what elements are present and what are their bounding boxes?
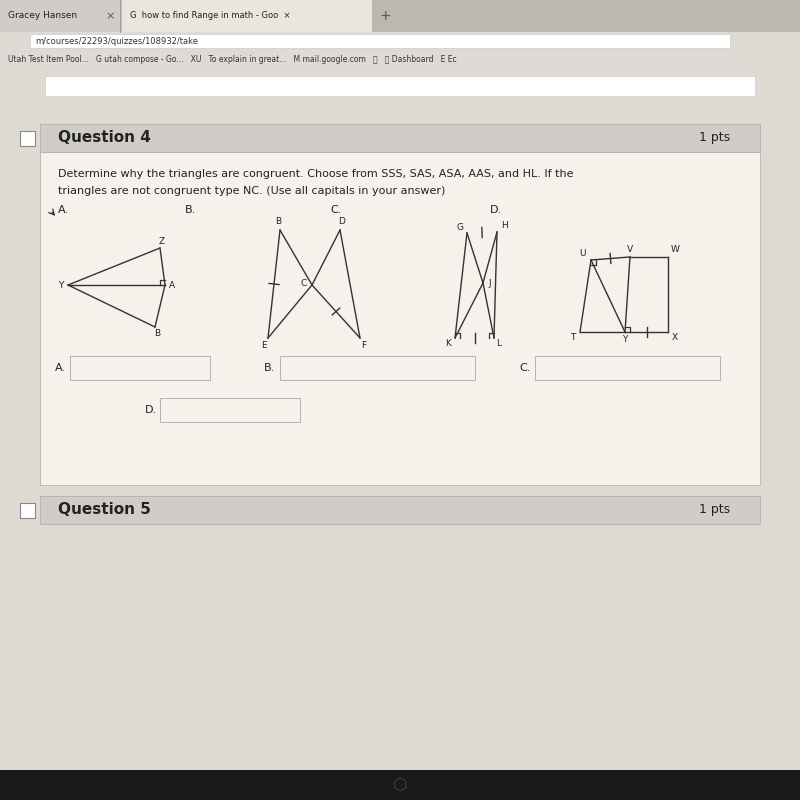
Text: C: C [301,278,307,287]
Text: C.: C. [519,363,530,373]
Text: A.: A. [58,205,69,215]
Bar [160,398,300,422]
Text: J: J [489,278,491,287]
Text: T: T [570,334,576,342]
Text: X: X [672,334,678,342]
Text: E: E [261,342,267,350]
Text: B: B [154,330,160,338]
Text: Question 4: Question 4 [58,130,151,146]
Bar [0,50,800,68]
Bar [0,32,800,50]
Bar [20,131,35,146]
Bar [40,124,760,152]
Text: A.: A. [55,363,66,373]
Text: K: K [445,339,451,349]
Text: F: F [362,342,366,350]
Text: V: V [627,245,633,254]
Bar [280,356,475,380]
Text: D.: D. [490,205,502,215]
Bar [45,76,755,96]
Text: B.: B. [185,205,196,215]
Text: ⬡: ⬡ [393,776,407,794]
Text: Question 5: Question 5 [58,502,151,518]
Text: D: D [338,218,346,226]
Text: Y: Y [622,335,628,345]
Bar [40,496,760,524]
Text: Determine why the triangles are congruent. Choose from SSS, SAS, ASA, AAS, and H: Determine why the triangles are congruen… [58,169,574,179]
Bar [122,0,372,32]
Text: A: A [169,281,175,290]
Text: Utah Test Item Pool...   G utah compose - Go...   XU   To explain in great...   : Utah Test Item Pool... G utah compose - … [8,54,457,63]
Text: U: U [580,249,586,258]
Text: G: G [457,222,463,231]
Text: D.: D. [145,405,157,415]
Bar [30,34,730,48]
Text: Z: Z [159,237,165,246]
Bar [0,0,120,32]
Text: W: W [670,246,679,254]
Text: ×: × [106,11,114,21]
Bar [20,503,35,518]
Text: 1 pts: 1 pts [699,503,730,517]
Text: triangles are not congruent type NC. (Use all capitals in your answer): triangles are not congruent type NC. (Us… [58,186,446,196]
Text: C.: C. [330,205,342,215]
Text: 1 pts: 1 pts [699,131,730,145]
Text: B: B [275,218,281,226]
Text: +: + [379,9,391,23]
Bar [0,770,800,800]
Text: Y: Y [58,281,64,290]
Bar [70,356,210,380]
Bar [0,0,800,32]
Text: B.: B. [264,363,275,373]
Text: m/courses/22293/quizzes/108932/take: m/courses/22293/quizzes/108932/take [35,37,198,46]
Text: H: H [501,222,507,230]
Bar [535,356,720,380]
Text: G  how to find Range in math - Goo  ×: G how to find Range in math - Goo × [130,11,290,21]
Text: L: L [497,339,502,349]
Text: Gracey Hansen: Gracey Hansen [8,11,77,21]
Bar [40,152,760,485]
